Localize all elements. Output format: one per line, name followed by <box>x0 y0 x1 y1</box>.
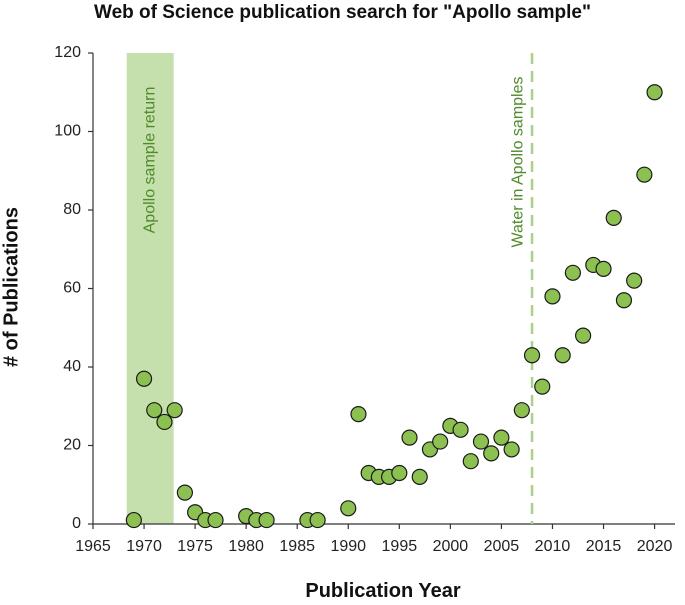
x-tick-label: 1985 <box>279 538 315 555</box>
data-points <box>125 84 663 529</box>
x-tick-label: 1995 <box>382 538 418 555</box>
data-point <box>207 511 224 529</box>
y-tick-label: 80 <box>63 201 81 218</box>
data-point <box>462 453 479 470</box>
x-tick-label: 2005 <box>484 538 520 555</box>
annotation-band-layer <box>126 53 174 524</box>
data-point <box>350 406 367 423</box>
x-tick-label: 2015 <box>586 538 622 555</box>
data-point <box>401 429 418 446</box>
x-tick-label: 1965 <box>75 538 111 555</box>
data-point <box>391 464 408 482</box>
data-point <box>503 441 520 458</box>
y-tick-label: 60 <box>63 280 81 297</box>
data-point <box>544 288 561 305</box>
y-tick-label: 100 <box>54 123 81 140</box>
water-discovery-label: Water in Apollo samples <box>509 76 526 247</box>
data-point <box>636 166 653 183</box>
data-point <box>554 347 571 364</box>
y-tick-label: 40 <box>63 358 81 375</box>
chart-title: Web of Science publication search for "A… <box>94 2 591 23</box>
x-axis-title: Publication Year <box>305 580 461 602</box>
data-point <box>340 500 357 517</box>
data-point <box>166 402 183 419</box>
annotation-layer: Apollo sample return Water in Apollo samp… <box>141 53 534 524</box>
data-point <box>595 260 612 277</box>
data-point <box>135 370 153 387</box>
data-point <box>626 272 643 289</box>
apollo-return-label: Apollo sample return <box>141 87 158 234</box>
data-point <box>646 84 663 101</box>
data-point <box>156 413 173 431</box>
axes: 0 20 40 60 80 100 120 1965 1970 1975 1980 1985 1990 1… <box>54 44 675 555</box>
data-point <box>534 378 551 395</box>
data-point <box>258 511 275 529</box>
x-tick-label: 1975 <box>177 538 213 555</box>
x-tick-label: 1980 <box>228 538 264 555</box>
y-axis-title: # of Publications <box>0 206 23 368</box>
data-point <box>146 402 163 419</box>
x-tick-label: 1990 <box>330 538 366 555</box>
y-tick-label: 20 <box>63 437 81 454</box>
data-point <box>125 511 142 529</box>
data-point <box>309 511 326 529</box>
data-point <box>432 433 449 450</box>
data-point <box>411 468 428 485</box>
x-tick-label: 2010 <box>535 538 571 555</box>
data-point <box>605 209 622 226</box>
data-point <box>523 347 541 364</box>
data-point <box>493 429 510 446</box>
x-tick-label: 2020 <box>637 538 673 555</box>
data-point <box>483 445 500 462</box>
y-tick-label: 0 <box>72 515 81 532</box>
x-tick-label: 1970 <box>126 538 162 555</box>
apollo-return-band <box>126 53 174 524</box>
data-point <box>615 292 633 309</box>
x-tick-label: 2000 <box>433 538 469 555</box>
data-point <box>513 402 530 419</box>
data-point <box>564 264 581 281</box>
data-point <box>575 327 592 344</box>
data-point <box>472 433 490 450</box>
data-point <box>452 421 469 438</box>
data-point <box>176 484 193 501</box>
y-tick-label: 120 <box>54 44 81 61</box>
